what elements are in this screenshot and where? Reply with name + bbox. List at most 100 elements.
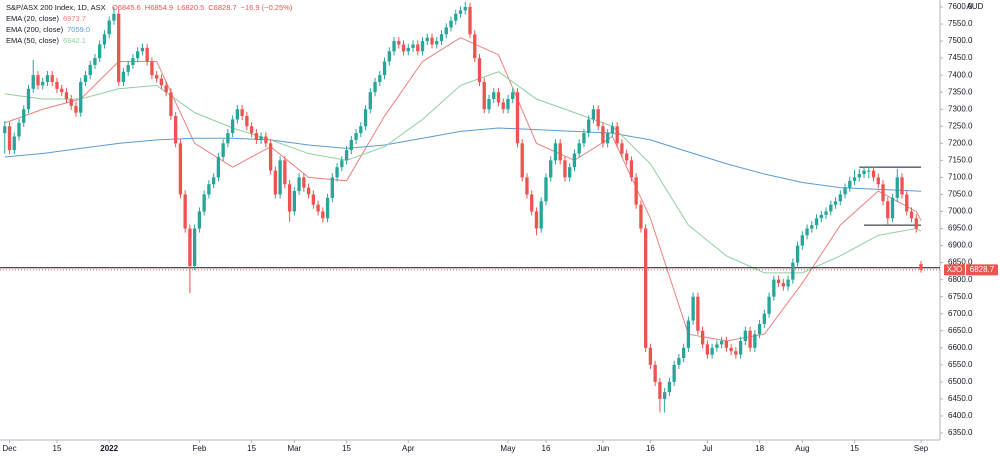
candle-body — [159, 78, 164, 86]
legend-name: EMA (50, close) — [6, 36, 59, 45]
candle-body — [496, 92, 501, 103]
candle-body — [98, 44, 102, 59]
candle-body — [55, 81, 59, 89]
y-tick-label: 6800.0 — [948, 275, 973, 284]
candle-body — [117, 13, 121, 82]
candle-body — [245, 116, 249, 127]
candle-body — [876, 177, 880, 185]
candle-body — [344, 150, 349, 161]
candle-body — [411, 44, 415, 48]
candle-body — [36, 75, 40, 86]
candle-body — [230, 119, 235, 134]
x-tick-label: Mar — [287, 444, 301, 453]
candle-body — [392, 41, 396, 52]
candle-body — [601, 126, 605, 144]
candle-body — [211, 177, 216, 185]
y-tick-label: 7300.0 — [948, 104, 973, 113]
candle-body — [259, 136, 263, 140]
candle-body — [482, 81, 486, 110]
x-tick-label: 15 — [247, 444, 256, 453]
candle-body — [606, 133, 610, 144]
candle-body — [610, 126, 615, 134]
candle-body — [729, 347, 733, 352]
candle-body — [26, 88, 31, 110]
candle-body — [283, 160, 287, 185]
candle-body — [824, 211, 828, 215]
candle-body — [382, 61, 387, 76]
candle-body — [378, 75, 382, 82]
candle-body — [710, 347, 714, 355]
candle-body — [354, 133, 358, 140]
candle-body — [653, 364, 657, 382]
candle-body — [458, 10, 463, 14]
candle-body — [88, 64, 92, 76]
candle-body — [192, 228, 197, 267]
candle-body — [772, 279, 776, 297]
candle-body — [155, 75, 159, 79]
candle-body — [577, 143, 581, 154]
candle-body — [520, 143, 524, 178]
y-tick-label: 7150.0 — [948, 155, 973, 164]
candle-body — [292, 191, 297, 212]
candle-body — [629, 160, 634, 178]
candle-body — [838, 194, 842, 202]
candle-body — [22, 109, 26, 123]
candle-body — [776, 279, 781, 284]
candle-body — [468, 6, 472, 35]
candle-body — [31, 75, 35, 89]
symbol-tag — [944, 264, 965, 276]
candle-body — [914, 218, 918, 229]
candle-body — [795, 245, 800, 263]
candle-body — [221, 143, 225, 157]
candle-body — [321, 211, 325, 219]
y-tick-label: 7250.0 — [948, 121, 973, 130]
candle-body — [3, 126, 7, 134]
y-tick-label: 6900.0 — [948, 241, 973, 250]
candle-body — [401, 44, 406, 52]
candle-body — [454, 13, 458, 21]
candle-body — [919, 264, 923, 270]
candle-body — [814, 218, 819, 226]
candle-body — [264, 136, 268, 144]
candle-body — [126, 64, 130, 72]
candle-body — [819, 214, 823, 219]
ema-line — [4, 37, 922, 342]
candle-body — [738, 340, 743, 355]
candle-body — [83, 75, 88, 82]
candle-body — [202, 194, 206, 212]
candle-body — [45, 75, 50, 82]
candle-body — [492, 92, 496, 100]
ohlc-label: L6820.5 — [177, 3, 204, 12]
x-tick-label: 18 — [755, 444, 764, 453]
candle-body — [781, 283, 785, 287]
ohlc-label: H6854.9 — [145, 3, 173, 12]
candle-body — [150, 61, 154, 76]
x-tick-label: 16 — [646, 444, 655, 453]
candle-body — [188, 228, 192, 267]
candle-body — [273, 170, 278, 195]
candle-body — [734, 351, 738, 355]
candle-body — [306, 187, 311, 195]
candle-body — [672, 364, 676, 382]
candle-body — [287, 184, 292, 212]
candle-body — [681, 347, 686, 359]
candle-body — [596, 109, 600, 127]
candle-body — [724, 340, 729, 348]
y-tick-label: 7050.0 — [948, 190, 973, 199]
candle-body — [829, 204, 833, 212]
candle-body — [805, 228, 809, 236]
x-tick-label: Apr — [402, 444, 415, 453]
candle-body — [848, 180, 852, 188]
candle-body — [786, 279, 790, 287]
candle-body — [852, 177, 857, 181]
x-tick-label: Sep — [914, 444, 929, 453]
y-tick-label: 7500.0 — [948, 36, 973, 45]
candle-body — [762, 313, 767, 324]
candle-body — [254, 133, 259, 140]
candle-body — [625, 153, 629, 161]
price-label: 6828.7 — [970, 265, 995, 274]
candle-body — [700, 330, 705, 345]
candle-body — [107, 20, 111, 35]
x-tick-label: Aug — [795, 444, 809, 453]
ema-line — [4, 127, 922, 192]
